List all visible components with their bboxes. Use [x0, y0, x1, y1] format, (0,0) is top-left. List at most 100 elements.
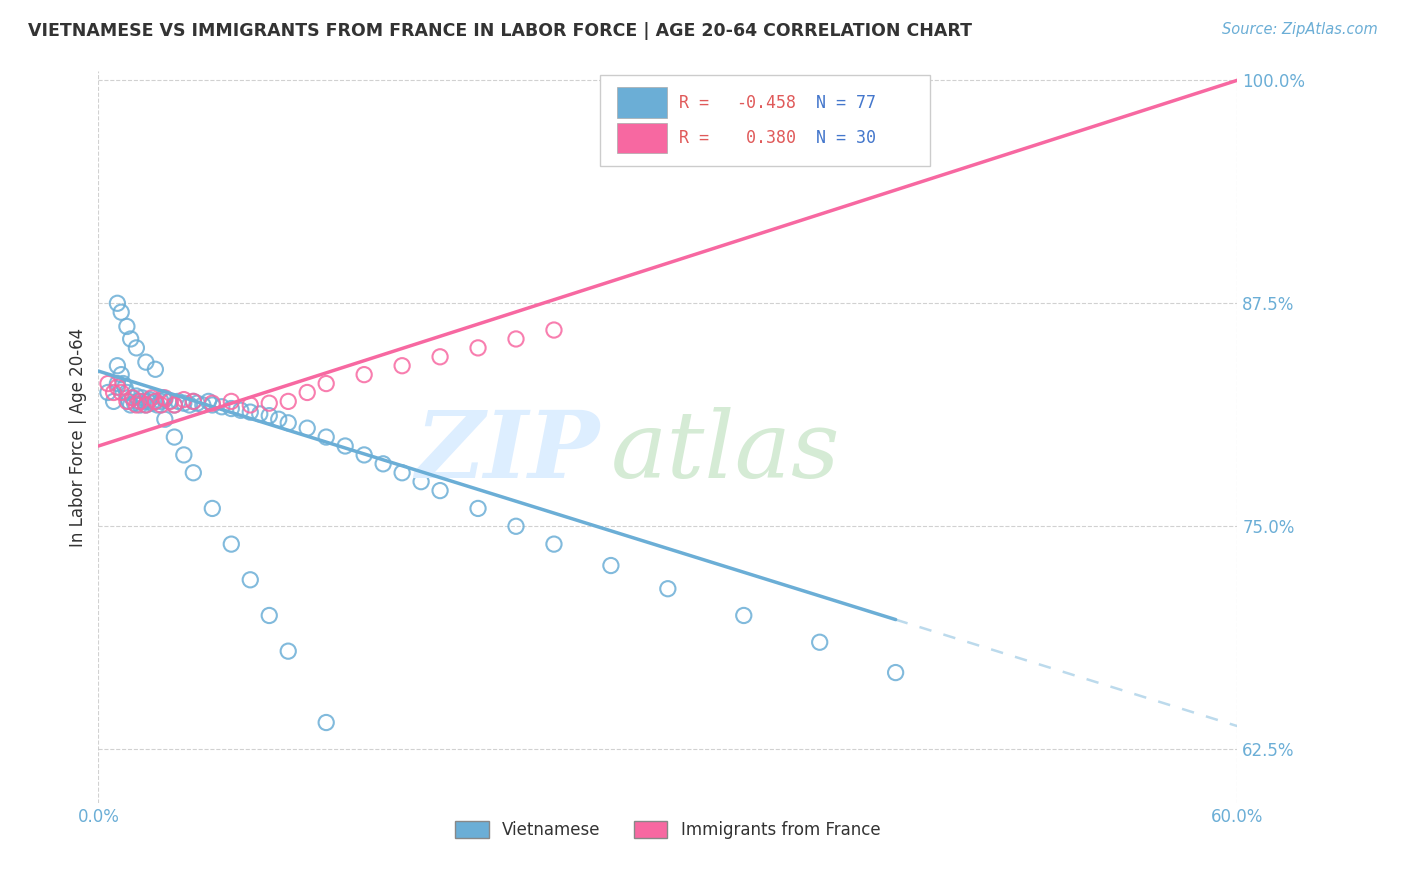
Point — [127, 394, 149, 409]
FancyBboxPatch shape — [617, 122, 666, 153]
Point — [277, 394, 299, 409]
Point — [543, 323, 565, 337]
Point — [138, 392, 160, 407]
Point — [197, 394, 219, 409]
Point — [157, 394, 180, 409]
Point — [353, 368, 375, 382]
Point — [467, 501, 489, 516]
Point — [221, 394, 243, 409]
Point — [429, 483, 451, 498]
Point — [131, 391, 153, 405]
Point — [239, 405, 262, 419]
Point — [335, 439, 357, 453]
Point — [135, 398, 157, 412]
Point — [211, 400, 233, 414]
Point — [733, 608, 755, 623]
Point — [132, 394, 155, 409]
Point — [315, 376, 337, 391]
Point — [124, 396, 146, 410]
Text: ZIP: ZIP — [415, 407, 599, 497]
Point — [107, 380, 129, 394]
Point — [505, 332, 527, 346]
Text: N = 77: N = 77 — [815, 94, 876, 112]
Point — [183, 394, 205, 409]
Point — [179, 398, 201, 412]
Point — [600, 558, 623, 573]
Point — [112, 376, 135, 391]
Point — [259, 396, 281, 410]
Point — [153, 391, 176, 405]
Point — [136, 394, 159, 409]
Point — [267, 412, 290, 426]
Point — [353, 448, 375, 462]
Point — [120, 398, 142, 412]
Text: 0.380: 0.380 — [737, 129, 796, 147]
Point — [277, 644, 299, 658]
Point — [297, 421, 319, 435]
Point — [173, 392, 195, 407]
Point — [429, 350, 451, 364]
Point — [135, 398, 157, 412]
Point — [103, 394, 125, 409]
Point — [371, 457, 394, 471]
Point — [153, 412, 176, 426]
Point — [163, 398, 186, 412]
Point — [467, 341, 489, 355]
Point — [115, 394, 138, 409]
Point — [118, 394, 141, 409]
Point — [153, 392, 176, 407]
FancyBboxPatch shape — [599, 75, 929, 167]
Text: atlas: atlas — [612, 407, 841, 497]
Text: R =: R = — [679, 129, 730, 147]
Point — [229, 403, 252, 417]
Point — [125, 389, 148, 403]
Point — [145, 394, 167, 409]
Point — [221, 401, 243, 416]
Point — [183, 466, 205, 480]
Point — [115, 385, 138, 400]
Point — [152, 391, 174, 405]
FancyBboxPatch shape — [617, 87, 666, 118]
Point — [110, 368, 132, 382]
Point — [145, 394, 167, 409]
Point — [884, 665, 907, 680]
Point — [391, 466, 413, 480]
Text: -0.458: -0.458 — [737, 94, 796, 112]
Point — [411, 475, 433, 489]
Point — [115, 319, 138, 334]
Point — [129, 394, 152, 409]
Point — [114, 380, 136, 394]
Point — [391, 359, 413, 373]
Point — [107, 359, 129, 373]
Point — [110, 385, 132, 400]
Point — [315, 715, 337, 730]
Point — [135, 355, 157, 369]
Point — [150, 394, 173, 409]
Point — [259, 608, 281, 623]
Point — [173, 448, 195, 462]
Point — [173, 396, 195, 410]
Point — [183, 394, 205, 409]
Point — [543, 537, 565, 551]
Y-axis label: In Labor Force | Age 20-64: In Labor Force | Age 20-64 — [69, 327, 87, 547]
Point — [110, 305, 132, 319]
Point — [146, 398, 169, 412]
Point — [141, 391, 163, 405]
Point — [201, 396, 224, 410]
Legend: Vietnamese, Immigrants from France: Vietnamese, Immigrants from France — [449, 814, 887, 846]
Point — [163, 398, 186, 412]
Point — [129, 398, 152, 412]
Point — [201, 398, 224, 412]
Point — [120, 332, 142, 346]
Point — [191, 398, 214, 412]
Point — [121, 391, 143, 405]
Point — [808, 635, 831, 649]
Point — [277, 416, 299, 430]
Point — [107, 296, 129, 310]
Point — [145, 362, 167, 376]
Point — [121, 391, 143, 405]
Point — [167, 394, 190, 409]
Point — [150, 398, 173, 412]
Point — [505, 519, 527, 533]
Text: VIETNAMESE VS IMMIGRANTS FROM FRANCE IN LABOR FORCE | AGE 20-64 CORRELATION CHAR: VIETNAMESE VS IMMIGRANTS FROM FRANCE IN … — [28, 22, 972, 40]
